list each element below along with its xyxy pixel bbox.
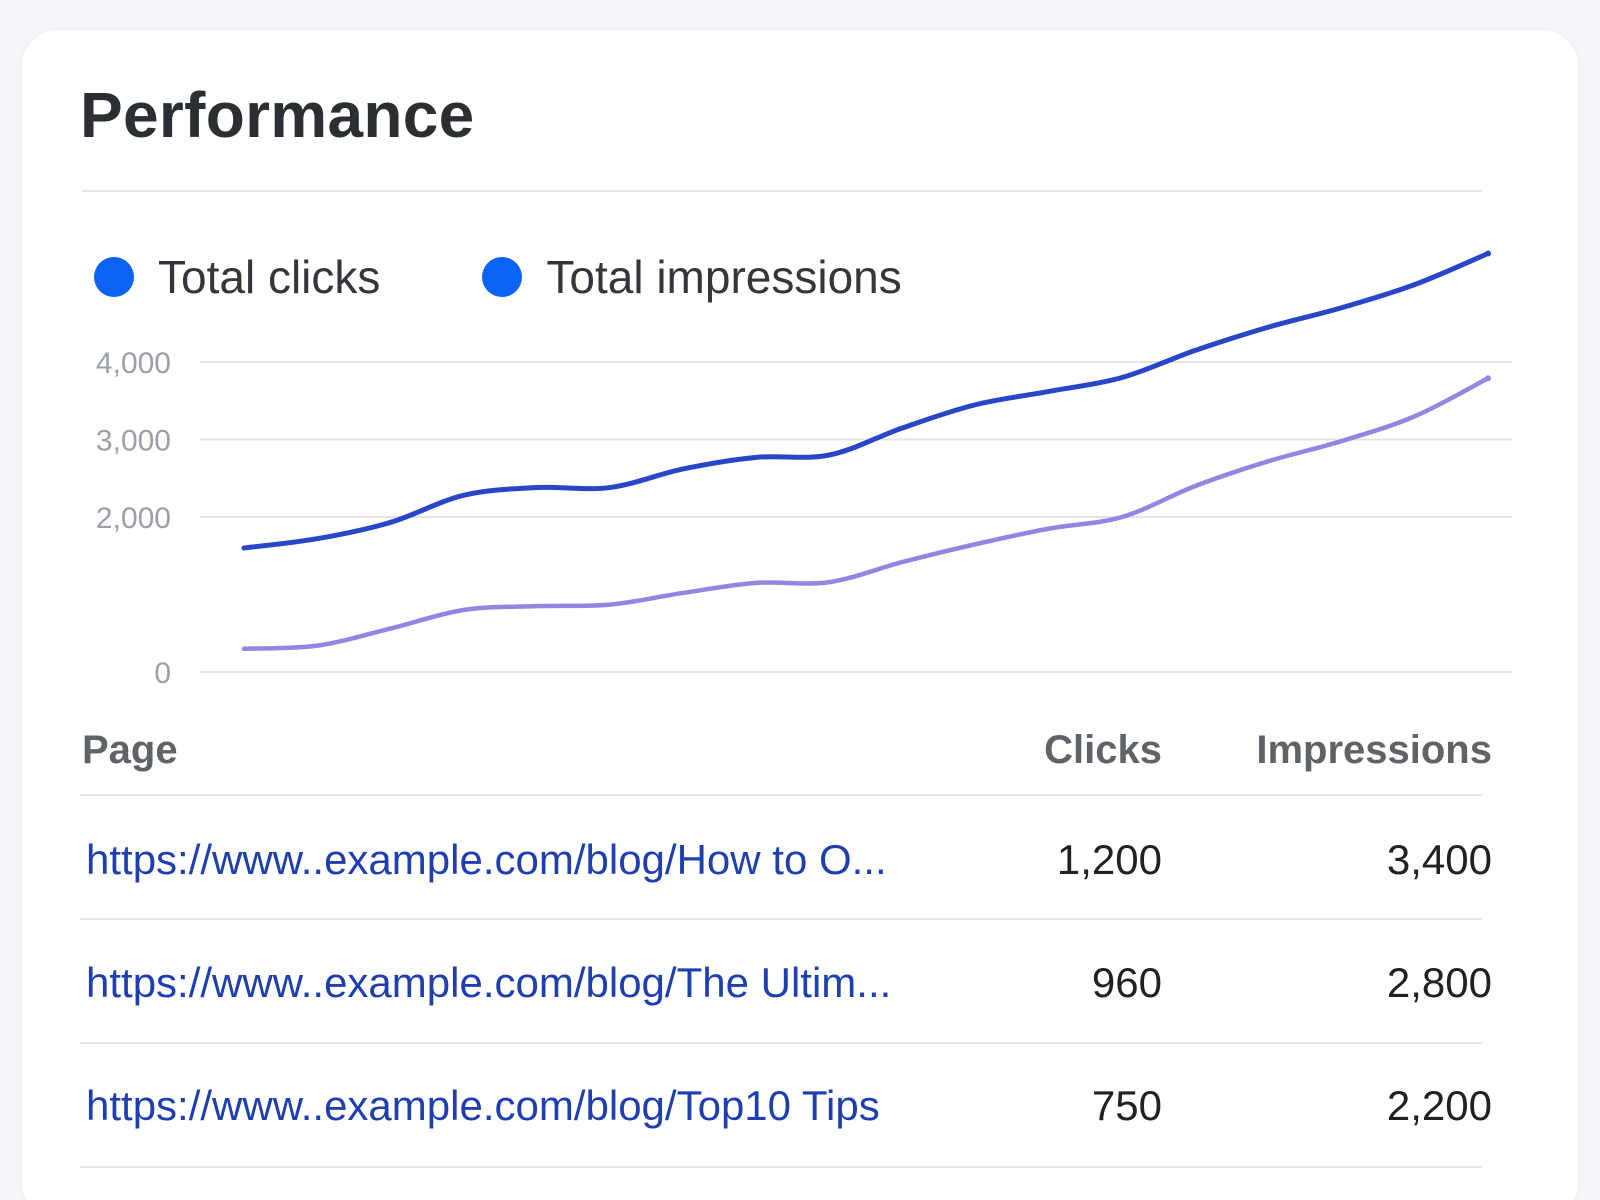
page-link[interactable]: https://www..example.com/blog/The Ultim.… <box>86 959 892 1006</box>
table-header: Page Clicks Impressions <box>82 720 1492 780</box>
clicks-value: 750 <box>1091 1082 1162 1129</box>
column-header-page[interactable]: Page <box>82 728 178 772</box>
page-link[interactable]: https://www..example.com/blog/Top10 Tips <box>86 1082 880 1129</box>
card-title: Performance <box>80 79 475 151</box>
clicks-value: 960 <box>1091 959 1162 1006</box>
series-end-point <box>1485 250 1491 257</box>
title-divider <box>82 190 1482 192</box>
column-header-clicks[interactable]: Clicks <box>1044 728 1162 772</box>
clicks-value: 1,200 <box>1056 836 1162 883</box>
performance-line-chart: 0 2,000 3,000 4,000 <box>96 250 1512 690</box>
series-line-total-impressions[interactable] <box>241 376 1491 651</box>
legend-label-total-clicks: Total clicks <box>158 251 381 303</box>
legend-item-total-clicks[interactable]: Total clicks <box>94 254 380 300</box>
row-divider <box>80 918 1482 920</box>
y-tick-label: 2,000 <box>96 502 171 535</box>
series-end-point <box>1485 375 1491 382</box>
legend-item-total-impressions[interactable]: Total impressions <box>482 251 902 303</box>
page-link[interactable]: https://www..example.com/blog/How to O..… <box>86 836 887 883</box>
table-header-divider <box>80 794 1482 796</box>
legend-label-total-impressions: Total impressions <box>546 251 902 303</box>
column-header-impressions[interactable]: Impressions <box>1256 728 1492 772</box>
row-divider <box>80 1166 1482 1168</box>
table-row[interactable]: https://www..example.com/blog/How to O..… <box>82 820 1492 900</box>
table-row[interactable]: https://www..example.com/blog/The Ultim.… <box>82 943 1492 1023</box>
y-tick-label: 3,000 <box>96 425 171 458</box>
row-divider <box>80 1042 1482 1044</box>
impressions-value: 3,400 <box>1386 836 1492 883</box>
y-tick-label: 4,000 <box>96 347 171 380</box>
legend-dot-icon <box>94 257 134 297</box>
legend-dot-icon <box>482 257 523 297</box>
performance-card: Performance Total clicks Total impressio… <box>22 30 1578 1200</box>
y-tick-label: 0 <box>154 657 171 690</box>
series-line-total-clicks[interactable] <box>241 251 1491 551</box>
table-row[interactable]: https://www..example.com/blog/Top10 Tips… <box>82 1066 1492 1146</box>
impressions-value: 2,800 <box>1386 959 1492 1006</box>
chart-legend: Total clicks Total impressions <box>94 254 1004 300</box>
impressions-value: 2,200 <box>1386 1082 1492 1129</box>
